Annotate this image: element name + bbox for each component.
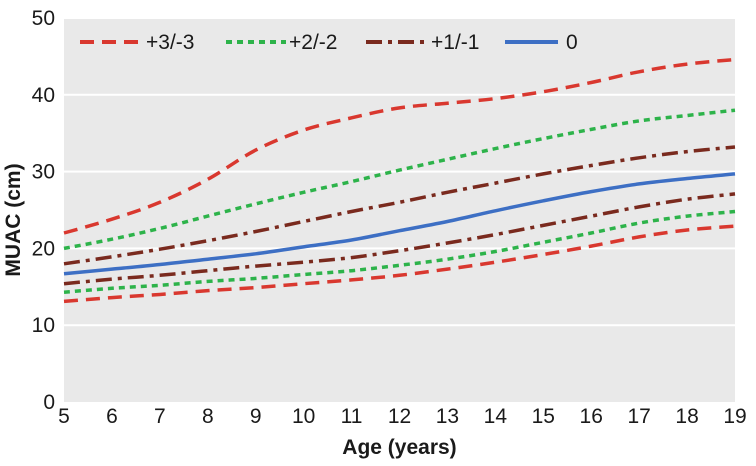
- y-tick-40: 40: [32, 84, 55, 107]
- series-lines: [63, 57, 736, 304]
- x-tick-labels: 5 6 7 8 9 10 11 12 13 14 15 16 17 18 19: [58, 405, 747, 428]
- legend-label-0: 0: [566, 31, 578, 54]
- x-tick-15: 15: [532, 405, 555, 428]
- y-tick-20: 20: [32, 237, 55, 260]
- x-tick-9: 9: [250, 405, 262, 428]
- legend-label--1-1: +1/-1: [431, 31, 479, 54]
- x-tick-17: 17: [627, 405, 650, 428]
- series-line-minus1: [63, 192, 736, 286]
- y-tick-30: 30: [32, 161, 55, 184]
- series-line-minus3: [63, 224, 736, 304]
- x-tick-19: 19: [723, 405, 746, 428]
- x-tick-10: 10: [292, 405, 315, 428]
- series-line-minus2: [63, 209, 736, 294]
- y-tick-labels: 0 10 20 30 40 50: [32, 7, 55, 414]
- y-tick-0: 0: [43, 391, 55, 414]
- series-line-zero: [63, 172, 736, 276]
- legend-label--2-2: +2/-2: [289, 31, 337, 54]
- x-tick-6: 6: [106, 405, 118, 428]
- plot-background: [64, 18, 735, 402]
- x-tick-12: 12: [388, 405, 411, 428]
- series-line-plus1: [63, 145, 736, 266]
- x-tick-5: 5: [58, 405, 70, 428]
- legend-label--3-3: +3/-3: [146, 31, 194, 54]
- x-tick-8: 8: [202, 405, 214, 428]
- x-tick-11: 11: [341, 405, 363, 428]
- series-line-plus3: [63, 57, 736, 235]
- y-axis-title: MUAC (cm): [2, 163, 25, 276]
- x-tick-18: 18: [675, 405, 698, 428]
- legend: +3/-3 +2/-2 +1/-1 0: [80, 31, 578, 54]
- x-tick-13: 13: [436, 405, 459, 428]
- y-tick-50: 50: [32, 7, 55, 30]
- x-tick-16: 16: [580, 405, 603, 428]
- x-tick-7: 7: [154, 405, 166, 428]
- x-tick-14: 14: [484, 405, 508, 428]
- x-axis-title: Age (years): [342, 436, 456, 459]
- series-line-plus2: [63, 108, 736, 251]
- y-tick-10: 10: [32, 314, 55, 337]
